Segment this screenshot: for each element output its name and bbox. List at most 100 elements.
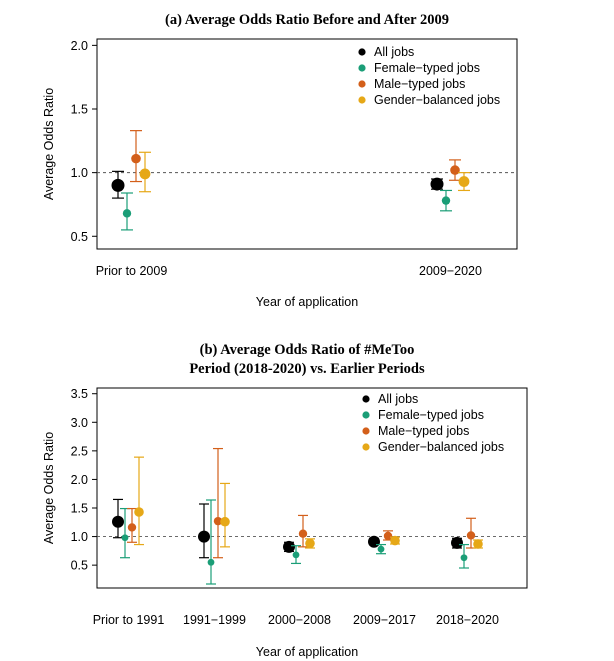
- legend-marker: [362, 395, 370, 403]
- data-point-group: [305, 538, 315, 549]
- panel-b-x-axis-label: Year of application: [256, 645, 358, 659]
- data-point-group: [440, 189, 452, 212]
- data-point: [450, 165, 460, 175]
- data-point: [139, 168, 151, 180]
- data-point: [458, 176, 470, 187]
- x-tick-label: 2018−2020: [436, 613, 499, 627]
- data-point: [127, 523, 137, 532]
- legend-label: Gender−balanced jobs: [374, 93, 500, 107]
- data-point-group: [376, 543, 386, 555]
- panel-b-plot-frame: [96, 387, 528, 589]
- data-point: [131, 153, 141, 164]
- y-tick-label: 3.0: [71, 416, 88, 430]
- panel-a: (a) Average Odds Ratio Before and After …: [42, 12, 518, 309]
- data-point-group: [206, 499, 216, 585]
- legend-label: Female−typed jobs: [378, 408, 484, 422]
- data-point: [134, 507, 144, 517]
- data-point-group: [368, 535, 380, 548]
- data-point-group: [134, 456, 144, 546]
- y-tick-label: 1.5: [71, 103, 88, 117]
- data-point: [198, 530, 210, 543]
- data-point: [292, 551, 300, 559]
- data-point-group: [390, 535, 400, 546]
- data-point: [305, 538, 315, 549]
- legend-label: Male−typed jobs: [374, 77, 465, 91]
- panel-b-data-marks: [97, 447, 527, 585]
- legend-marker: [358, 48, 366, 56]
- x-tick-label: Prior to 1991: [93, 613, 165, 627]
- panel-b-y-ticks: 0.5 1.0 1.5 2.0 2.5 3.0 3.5: [71, 387, 97, 573]
- panel-a-plot-frame: [96, 38, 518, 250]
- data-point-group: [112, 498, 124, 539]
- data-point-group: [298, 514, 308, 548]
- x-tick-label: 1991−1999: [183, 613, 246, 627]
- y-tick-label: 2.5: [71, 444, 88, 458]
- data-point-group: [449, 159, 461, 181]
- y-tick-label: 2.0: [71, 473, 88, 487]
- data-point-group: [473, 539, 483, 549]
- panel-a-data-marks: [97, 130, 517, 231]
- x-tick-label: Prior to 2009: [96, 264, 168, 278]
- data-point-group: [121, 192, 133, 231]
- data-point: [390, 535, 400, 546]
- data-point: [473, 539, 483, 549]
- legend-marker: [362, 411, 370, 419]
- data-point: [220, 516, 230, 527]
- legend-label: Female−typed jobs: [374, 61, 480, 75]
- data-point: [283, 540, 295, 553]
- data-point: [213, 516, 223, 526]
- panel-a-x-ticks: Prior to 2009 2009−2020: [96, 264, 482, 278]
- data-point: [451, 536, 463, 549]
- legend-label: All jobs: [378, 392, 418, 406]
- panel-b: (b) Average Odds Ratio of #MeToo Period …: [42, 342, 528, 659]
- data-point-group: [220, 482, 230, 548]
- data-point-group: [127, 507, 137, 543]
- panel-a-legend: All jobs Female−typed jobs Male−typed jobs…: [358, 45, 500, 107]
- data-point-group: [430, 177, 444, 191]
- data-point: [383, 531, 393, 541]
- data-point-group: [459, 543, 469, 569]
- y-tick-label: 0.5: [71, 559, 88, 573]
- data-point-group: [139, 151, 151, 193]
- legend-marker: [362, 443, 370, 451]
- panel-b-x-ticks: Prior to 1991 1991−1999 2000−2008 2009−2017…: [93, 613, 499, 627]
- data-point-group: [451, 536, 463, 549]
- panel-b-title-line-2: Period (2018-2020) vs. Earlier Periods: [189, 361, 425, 377]
- data-point-group: [120, 507, 130, 559]
- panel-b-legend: All jobs Female−typed jobs Male−typed jobs…: [362, 392, 504, 454]
- data-point: [430, 177, 444, 191]
- data-point: [441, 196, 451, 205]
- y-tick-label: 1.0: [71, 166, 88, 180]
- data-point: [466, 531, 476, 540]
- y-tick-label: 1.0: [71, 530, 88, 544]
- data-point-group: [283, 540, 295, 553]
- data-point: [368, 535, 380, 548]
- data-point-group: [130, 130, 142, 183]
- legend-marker: [358, 96, 366, 104]
- data-point-group: [111, 170, 125, 199]
- data-point: [121, 534, 129, 542]
- data-point: [298, 529, 308, 538]
- data-point-group: [198, 503, 210, 559]
- y-tick-label: 0.5: [71, 230, 88, 244]
- panel-a-y-axis-label: Average Odds Ratio: [42, 88, 56, 200]
- data-point: [112, 515, 124, 528]
- y-tick-label: 1.5: [71, 502, 88, 516]
- panel-a-title: (a) Average Odds Ratio Before and After …: [165, 12, 449, 28]
- legend-marker: [358, 80, 366, 88]
- data-point: [111, 178, 125, 192]
- x-tick-label: 2009−2017: [353, 613, 416, 627]
- panel-a-y-ticks: 0.5 1.0 1.5 2.0: [71, 39, 97, 244]
- data-point: [122, 209, 132, 218]
- data-point-group: [213, 447, 223, 559]
- panel-b-title-line-1: (b) Average Odds Ratio of #MeToo: [200, 342, 415, 358]
- legend-label: All jobs: [374, 45, 414, 59]
- y-tick-label: 2.0: [71, 39, 88, 53]
- legend-label: Gender−balanced jobs: [378, 440, 504, 454]
- data-point: [377, 545, 385, 553]
- panel-b-y-axis-label: Average Odds Ratio: [42, 432, 56, 544]
- x-tick-label: 2000−2008: [268, 613, 331, 627]
- legend-label: Male−typed jobs: [378, 424, 469, 438]
- data-point: [460, 554, 468, 562]
